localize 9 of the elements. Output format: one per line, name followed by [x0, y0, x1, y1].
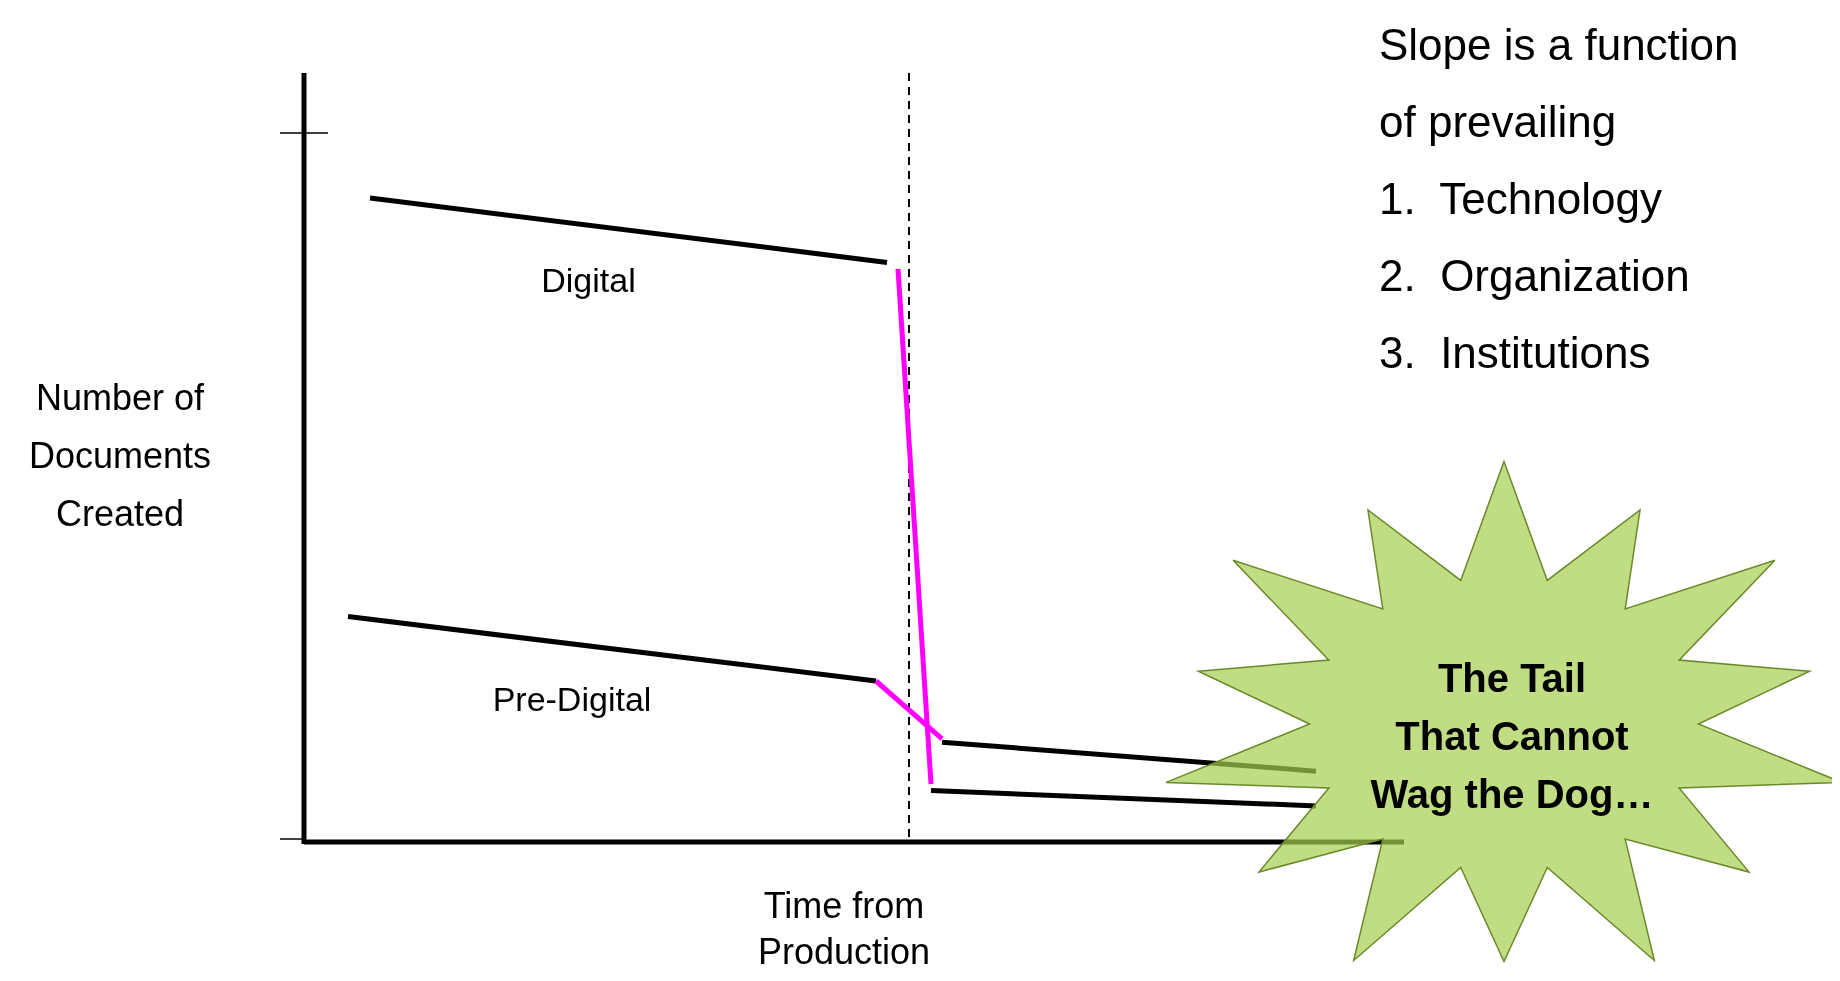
y-axis-title: Number of Documents Created — [28, 377, 212, 534]
annotation: 1. Technology — [1379, 174, 1662, 223]
annotation: 2. Organization — [1379, 251, 1690, 300]
annotation: The Tail That Cannot Wag the Dog… — [1370, 656, 1654, 816]
text: Slope is a function of prevailing — [1379, 20, 1739, 146]
annotation: 3. Institutions — [1379, 328, 1651, 377]
series-label: Digital — [541, 261, 636, 300]
x-axis-title: Time from Production — [757, 885, 931, 972]
series-label: Pre-Digital — [492, 679, 652, 718]
